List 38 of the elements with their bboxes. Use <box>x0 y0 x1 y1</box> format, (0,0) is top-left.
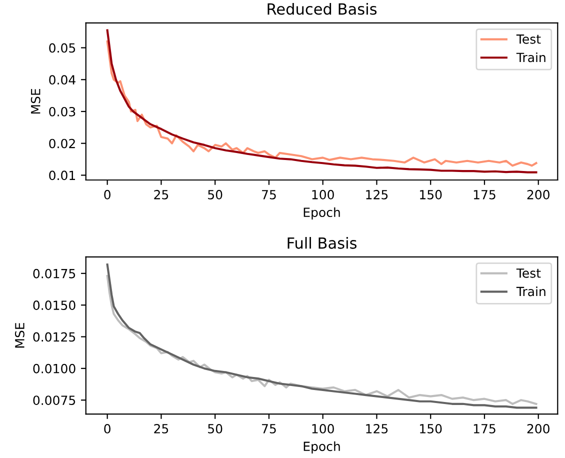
x-axis-title: Epoch <box>304 207 340 220</box>
y-tick-label: 0.0125 <box>33 332 76 342</box>
y-tick-label: 0.02 <box>49 138 75 148</box>
x-axis-title: Epoch <box>304 441 340 454</box>
x-tick-label: 50 <box>208 190 222 200</box>
x-tick-label: 25 <box>154 424 168 434</box>
x-tick-label: 0 <box>104 190 110 200</box>
x-tick-label: 175 <box>474 424 496 434</box>
legend-label: Test <box>516 268 541 278</box>
y-tick-label: 0.04 <box>49 75 76 85</box>
x-tick-label: 200 <box>527 190 550 200</box>
y-tick-label: 0.05 <box>49 43 76 53</box>
x-tick-label: 75 <box>262 424 276 434</box>
legend-label: Train <box>516 286 546 296</box>
x-tick-label: 200 <box>527 424 550 434</box>
x-tick-label: 25 <box>154 190 168 200</box>
y-axis-title: MSE <box>30 88 40 114</box>
x-tick-label: 50 <box>208 424 222 434</box>
legend-label: Train <box>516 52 546 62</box>
x-tick-label: 75 <box>262 190 276 200</box>
y-tick-label: 0.01 <box>49 170 76 180</box>
x-tick-label: 150 <box>420 424 442 434</box>
y-axis-title: MSE <box>14 322 24 348</box>
y-tick-label: 0.0150 <box>33 300 76 310</box>
chart-title: Full Basis <box>288 236 357 249</box>
legend-label: Test <box>516 34 541 44</box>
y-tick-label: 0.0100 <box>33 364 76 374</box>
x-tick-label: 100 <box>312 424 334 434</box>
x-tick-label: 0 <box>104 424 110 434</box>
y-tick-label: 0.0175 <box>33 268 76 278</box>
x-tick-label: 175 <box>474 190 496 200</box>
chart-title: Reduced Basis <box>268 2 377 15</box>
x-tick-label: 125 <box>366 190 388 200</box>
x-tick-label: 100 <box>312 190 334 200</box>
x-tick-label: 150 <box>420 190 442 200</box>
y-tick-label: 0.03 <box>49 106 76 116</box>
y-tick-label: 0.0075 <box>33 396 76 406</box>
x-tick-label: 125 <box>366 424 388 434</box>
